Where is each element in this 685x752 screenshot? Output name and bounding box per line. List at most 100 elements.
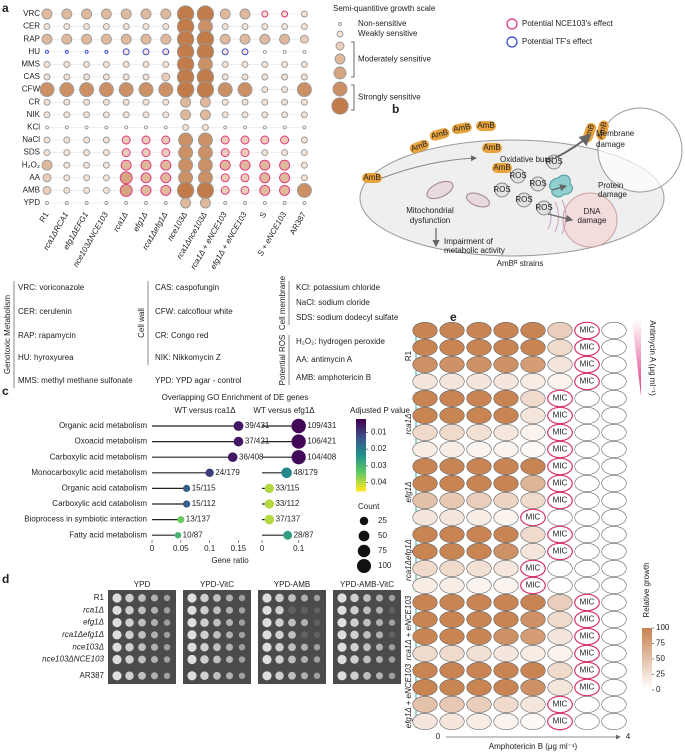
category-label: Carboxylic acid metabolism: [50, 452, 148, 461]
x-axis-label: Gene ratio: [211, 556, 249, 565]
line: dysfunction: [410, 216, 450, 225]
abbreviation: CFW: calcoflour white: [155, 307, 233, 316]
row-label: SDS: [24, 148, 40, 157]
colony-spot: [238, 644, 246, 651]
amb-tag: AmB: [409, 139, 430, 154]
colorbar-step: [642, 681, 652, 685]
growth-cell: [412, 559, 438, 577]
tag-shape: [409, 139, 430, 154]
colony-spot: [163, 594, 171, 602]
strain-label: AR387: [80, 671, 105, 680]
growth-cell: [547, 372, 573, 390]
dot-label: 48/179: [293, 468, 318, 477]
mic-label: MIC: [553, 462, 568, 471]
growth-cell: [493, 389, 519, 407]
dot-label: 24/179: [215, 468, 240, 477]
colorbar-step: [642, 640, 652, 643]
colony-spot: [363, 655, 371, 664]
colony-spot: [125, 606, 134, 615]
colorbar-tick-label: 0.03: [371, 461, 387, 470]
category-label: Organic acid metabolism: [59, 421, 147, 430]
mic-cell: [547, 712, 573, 731]
dot-label: 37/137: [276, 515, 301, 524]
growth-dot: [61, 33, 73, 45]
arrow: [547, 213, 574, 223]
legend-bracket: [351, 41, 355, 78]
growth-dot: [162, 111, 170, 119]
colony-spot: [187, 671, 197, 681]
mitochondrion: [426, 180, 454, 200]
growth-cell: [466, 559, 492, 577]
colony-spot: [238, 656, 246, 663]
growth-cell: [412, 695, 438, 713]
growth-dot: [142, 60, 150, 68]
growth-dot: [199, 96, 211, 108]
colony-spot: [138, 618, 146, 627]
colony-spot: [288, 618, 296, 627]
growth-dot: [302, 201, 307, 205]
size-legend-label: 50: [378, 531, 387, 540]
growth-cell: [520, 440, 546, 458]
colorbar-step: [356, 465, 366, 468]
growth-cell: [547, 355, 573, 373]
x-axis-end: 0: [436, 732, 441, 741]
colony-spot: [275, 671, 284, 681]
growth-dot: [241, 111, 249, 119]
growth-cell: [520, 678, 546, 696]
growth-cell: [601, 695, 627, 713]
colorbar-step: [356, 487, 366, 490]
colony-spot: [225, 594, 234, 602]
colony-spot: [238, 672, 246, 679]
colony-spot: [213, 606, 221, 615]
amb-tag: AmB: [451, 122, 472, 135]
colony-spot: [225, 643, 234, 651]
row-label: KCl: [27, 123, 40, 132]
growth-dot: [41, 159, 53, 171]
growth-dot: [81, 33, 93, 45]
growth-cell: [466, 593, 492, 611]
growth-dot: [300, 98, 308, 106]
growth-cell: [412, 508, 438, 526]
medium-label: YPD-VitC: [200, 580, 234, 589]
growth-cell: [574, 559, 600, 577]
colony-spot: [150, 631, 159, 639]
growth-dot: [176, 80, 195, 99]
growth-dot: [160, 184, 172, 196]
dot-label: 104/408: [307, 452, 336, 461]
growth-cell: [439, 491, 465, 509]
legend-bracket: [351, 84, 355, 111]
growth-cell: [412, 678, 438, 696]
growth-dot: [220, 135, 230, 145]
growth-cell: [466, 321, 492, 339]
growth-cell: [493, 559, 519, 577]
growth-dot: [83, 98, 91, 106]
group-label: rca1Δefg1Δ: [404, 539, 413, 581]
legend-dot: [334, 53, 346, 65]
colony-spot: [213, 671, 221, 680]
growth-dot: [197, 132, 213, 148]
growth-dot: [83, 149, 91, 157]
colony-spot: [288, 594, 296, 602]
growth-dot: [104, 201, 109, 205]
colony-spot: [363, 643, 371, 652]
category-label: Monocarboxylic acid metabolism: [31, 468, 147, 477]
abbreviation: KCl: potassium chloride: [296, 283, 381, 292]
growth-cell: [547, 593, 573, 611]
growth-cell: [466, 355, 492, 373]
impairment: Impairment of metabolic activity: [444, 237, 505, 255]
growth-cell: [520, 406, 546, 424]
growth-dot: [120, 33, 132, 45]
colony-spot: [337, 605, 347, 615]
growth-cell: [601, 576, 627, 594]
mic-label: MIC: [553, 717, 568, 726]
column-label: S: [258, 211, 268, 220]
growth-cell: [601, 423, 627, 441]
growth-dot: [302, 49, 307, 54]
mic-label: MIC: [580, 632, 595, 641]
tag-text: AmB: [363, 173, 380, 182]
colorbar-step: [356, 477, 366, 480]
legend-title: Semi-quantitive growth scale: [333, 4, 436, 13]
panel-e: e R1 MIC MIC MIC MIC rca1Δ MIC MIC MIC MIC efg1Δ MIC…: [404, 310, 670, 751]
growth-cell: [466, 406, 492, 424]
dot-label: 28/87: [294, 530, 315, 539]
